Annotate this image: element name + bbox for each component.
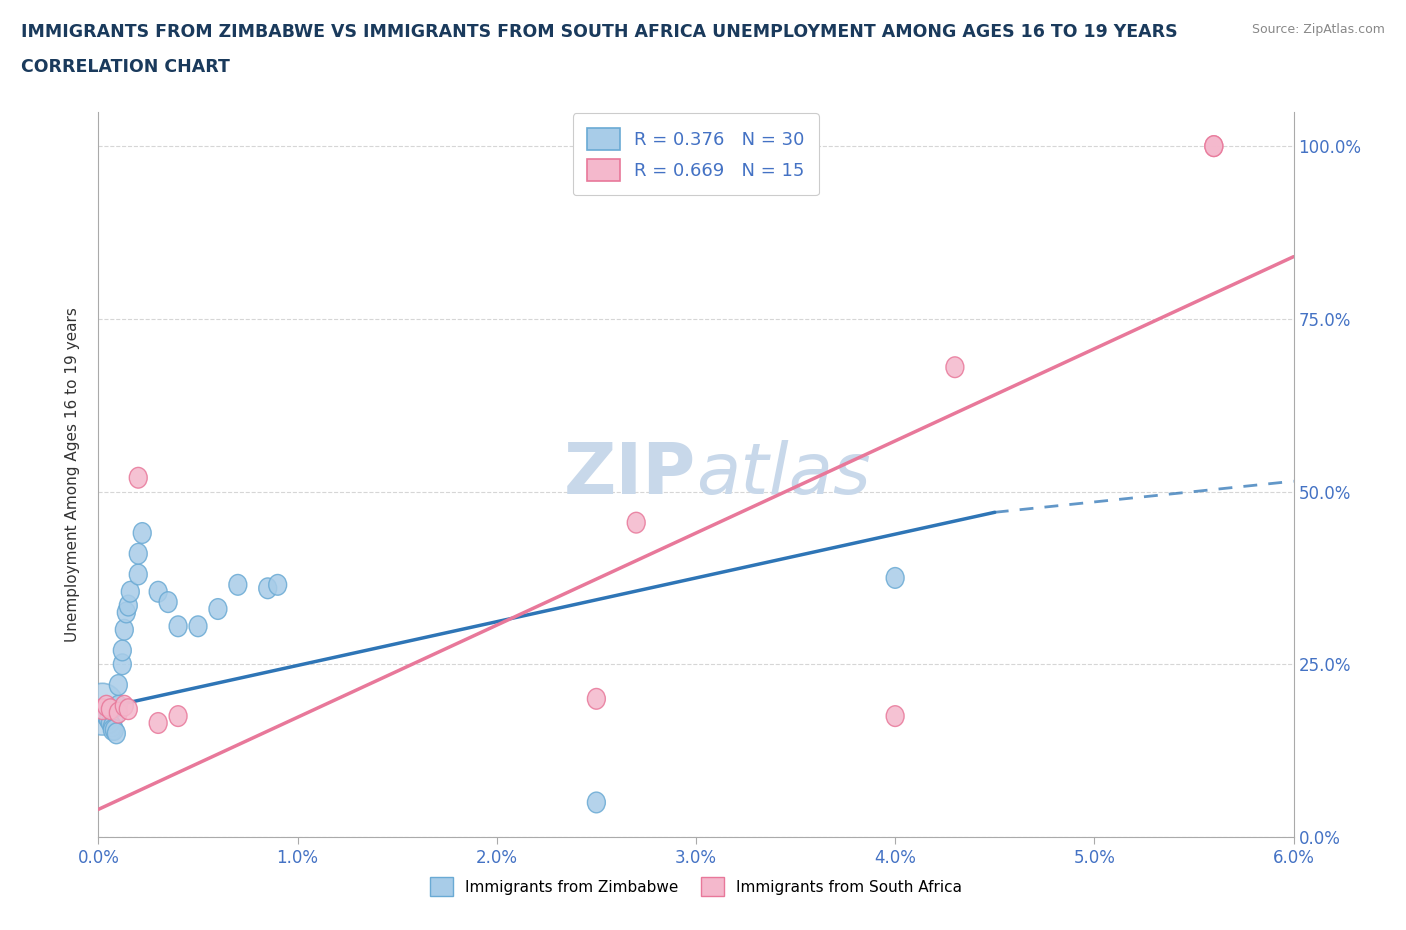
Ellipse shape xyxy=(129,543,148,565)
Ellipse shape xyxy=(80,684,125,735)
Ellipse shape xyxy=(946,357,965,378)
Ellipse shape xyxy=(97,696,115,716)
Ellipse shape xyxy=(120,698,138,720)
Legend: R = 0.376   N = 30, R = 0.669   N = 15: R = 0.376 N = 30, R = 0.669 N = 15 xyxy=(572,113,820,195)
Ellipse shape xyxy=(209,599,226,619)
Ellipse shape xyxy=(110,702,128,723)
Text: ZIP: ZIP xyxy=(564,440,696,509)
Ellipse shape xyxy=(101,712,120,734)
Ellipse shape xyxy=(104,720,121,740)
Ellipse shape xyxy=(97,706,115,726)
Ellipse shape xyxy=(121,581,139,602)
Ellipse shape xyxy=(114,654,131,674)
Text: atlas: atlas xyxy=(696,440,870,509)
Ellipse shape xyxy=(129,468,148,488)
Ellipse shape xyxy=(117,602,135,623)
Text: Source: ZipAtlas.com: Source: ZipAtlas.com xyxy=(1251,23,1385,36)
Ellipse shape xyxy=(169,616,187,637)
Ellipse shape xyxy=(159,591,177,613)
Y-axis label: Unemployment Among Ages 16 to 19 years: Unemployment Among Ages 16 to 19 years xyxy=(65,307,80,642)
Ellipse shape xyxy=(259,578,277,599)
Ellipse shape xyxy=(1205,136,1223,156)
Ellipse shape xyxy=(115,696,134,716)
Ellipse shape xyxy=(110,674,128,696)
Ellipse shape xyxy=(100,710,117,730)
Ellipse shape xyxy=(134,523,152,543)
Ellipse shape xyxy=(886,706,904,726)
Ellipse shape xyxy=(114,640,131,661)
Ellipse shape xyxy=(229,575,247,595)
Ellipse shape xyxy=(96,702,114,723)
Ellipse shape xyxy=(627,512,645,533)
Text: IMMIGRANTS FROM ZIMBABWE VS IMMIGRANTS FROM SOUTH AFRICA UNEMPLOYMENT AMONG AGES: IMMIGRANTS FROM ZIMBABWE VS IMMIGRANTS F… xyxy=(21,23,1178,41)
Ellipse shape xyxy=(886,567,904,589)
Ellipse shape xyxy=(149,712,167,734)
Ellipse shape xyxy=(269,575,287,595)
Text: CORRELATION CHART: CORRELATION CHART xyxy=(21,58,231,75)
Ellipse shape xyxy=(129,565,148,585)
Ellipse shape xyxy=(115,619,134,640)
Ellipse shape xyxy=(105,720,124,740)
Ellipse shape xyxy=(110,696,128,716)
Ellipse shape xyxy=(120,595,138,616)
Ellipse shape xyxy=(169,706,187,726)
Ellipse shape xyxy=(107,723,125,744)
Ellipse shape xyxy=(188,616,207,637)
Ellipse shape xyxy=(1205,136,1223,156)
Ellipse shape xyxy=(101,698,120,720)
Ellipse shape xyxy=(588,688,606,710)
Ellipse shape xyxy=(93,698,111,720)
Ellipse shape xyxy=(588,792,606,813)
Ellipse shape xyxy=(104,716,121,737)
Ellipse shape xyxy=(149,581,167,602)
